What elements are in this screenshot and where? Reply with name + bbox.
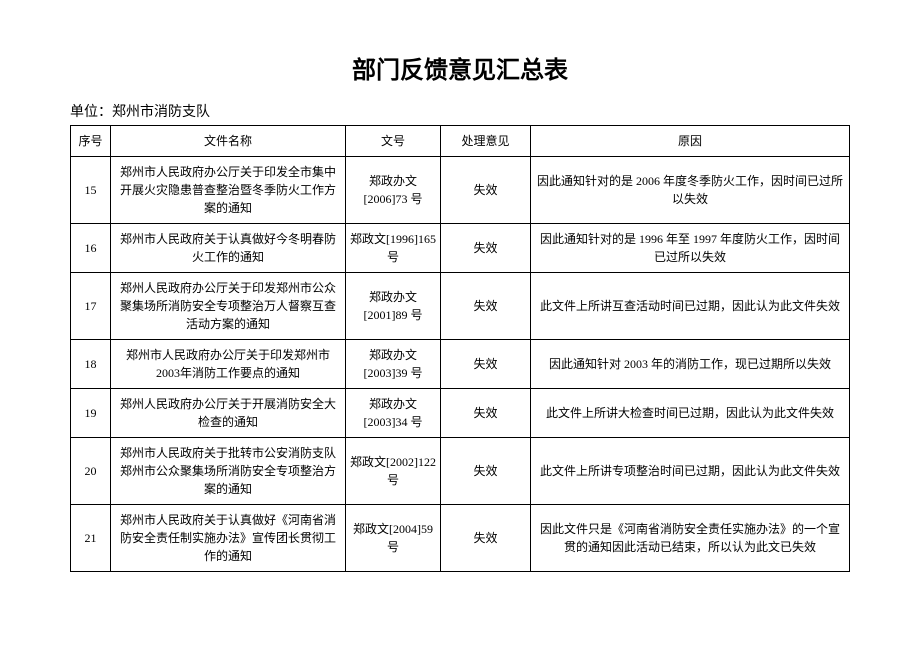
cell-name: 郑州人民政府办公厅关于开展消防安全大检查的通知 [111,389,346,438]
feedback-table: 序号 文件名称 文号 处理意见 原因 15 郑州市人民政府办公厅关于印发全市集中… [70,125,850,572]
cell-seq: 17 [71,273,111,340]
cell-seq: 21 [71,505,111,572]
cell-docno: 郑政办文[2003]39 号 [346,340,441,389]
unit-name: 郑州市消防支队 [112,105,210,120]
header-seq: 序号 [71,126,111,157]
cell-opinion: 失效 [441,273,531,340]
header-opinion: 处理意见 [441,126,531,157]
cell-name: 郑州市人民政府办公厅关于印发郑州市 2003年消防工作要点的通知 [111,340,346,389]
cell-seq: 19 [71,389,111,438]
table-row: 15 郑州市人民政府办公厅关于印发全市集中开展火灾隐患普查整治暨冬季防火工作方案… [71,157,850,224]
cell-opinion: 失效 [441,224,531,273]
unit-line: 单位：郑州市消防支队 [70,101,850,121]
cell-docno: 郑政办文[2003]34 号 [346,389,441,438]
cell-seq: 20 [71,438,111,505]
cell-opinion: 失效 [441,157,531,224]
cell-seq: 18 [71,340,111,389]
cell-docno: 郑政办文[2001]89 号 [346,273,441,340]
cell-name: 郑州市人民政府关于认真做好《河南省消防安全责任制实施办法》宣传团长贯彻工作的通知 [111,505,346,572]
table-row: 20 郑州市人民政府关于批转市公安消防支队郑州市公众聚集场所消防安全专项整治方案… [71,438,850,505]
cell-reason: 因此通知针对 2003 年的消防工作，现已过期所以失效 [531,340,850,389]
cell-reason: 此文件上所讲互查活动时间已过期，因此认为此文件失效 [531,273,850,340]
cell-opinion: 失效 [441,505,531,572]
cell-docno: 郑政文[2002]122 号 [346,438,441,505]
page-title: 部门反馈意见汇总表 [70,50,850,85]
table-row: 17 郑州人民政府办公厅关于印发郑州市公众聚集场所消防安全专项整治万人督察互查活… [71,273,850,340]
table-header-row: 序号 文件名称 文号 处理意见 原因 [71,126,850,157]
cell-docno: 郑政文[1996]165 号 [346,224,441,273]
cell-name: 郑州市人民政府关于认真做好今冬明春防火工作的通知 [111,224,346,273]
cell-name: 郑州人民政府办公厅关于印发郑州市公众聚集场所消防安全专项整治万人督察互查活动方案… [111,273,346,340]
cell-seq: 16 [71,224,111,273]
cell-opinion: 失效 [441,389,531,438]
cell-reason: 此文件上所讲大检查时间已过期，因此认为此文件失效 [531,389,850,438]
cell-name: 郑州市人民政府办公厅关于印发全市集中开展火灾隐患普查整治暨冬季防火工作方案的通知 [111,157,346,224]
header-reason: 原因 [531,126,850,157]
cell-opinion: 失效 [441,438,531,505]
cell-opinion: 失效 [441,340,531,389]
table-row: 21 郑州市人民政府关于认真做好《河南省消防安全责任制实施办法》宣传团长贯彻工作… [71,505,850,572]
cell-name: 郑州市人民政府关于批转市公安消防支队郑州市公众聚集场所消防安全专项整治方案的通知 [111,438,346,505]
header-docno: 文号 [346,126,441,157]
cell-docno: 郑政文[2004]59号 [346,505,441,572]
cell-reason: 因此通知针对的是 1996 年至 1997 年度防火工作，因时间已过所以失效 [531,224,850,273]
table-row: 16 郑州市人民政府关于认真做好今冬明春防火工作的通知 郑政文[1996]165… [71,224,850,273]
table-row: 18 郑州市人民政府办公厅关于印发郑州市 2003年消防工作要点的通知 郑政办文… [71,340,850,389]
header-name: 文件名称 [111,126,346,157]
unit-label: 单位： [70,105,112,120]
table-row: 19 郑州人民政府办公厅关于开展消防安全大检查的通知 郑政办文[2003]34 … [71,389,850,438]
cell-reason: 此文件上所讲专项整治时间已过期，因此认为此文件失效 [531,438,850,505]
cell-reason: 因此文件只是《河南省消防安全责任实施办法》的一个宣贯的通知因此活动已结束，所以认… [531,505,850,572]
cell-docno: 郑政办文[2006]73 号 [346,157,441,224]
cell-reason: 因此通知针对的是 2006 年度冬季防火工作，因时间已过所以失效 [531,157,850,224]
cell-seq: 15 [71,157,111,224]
